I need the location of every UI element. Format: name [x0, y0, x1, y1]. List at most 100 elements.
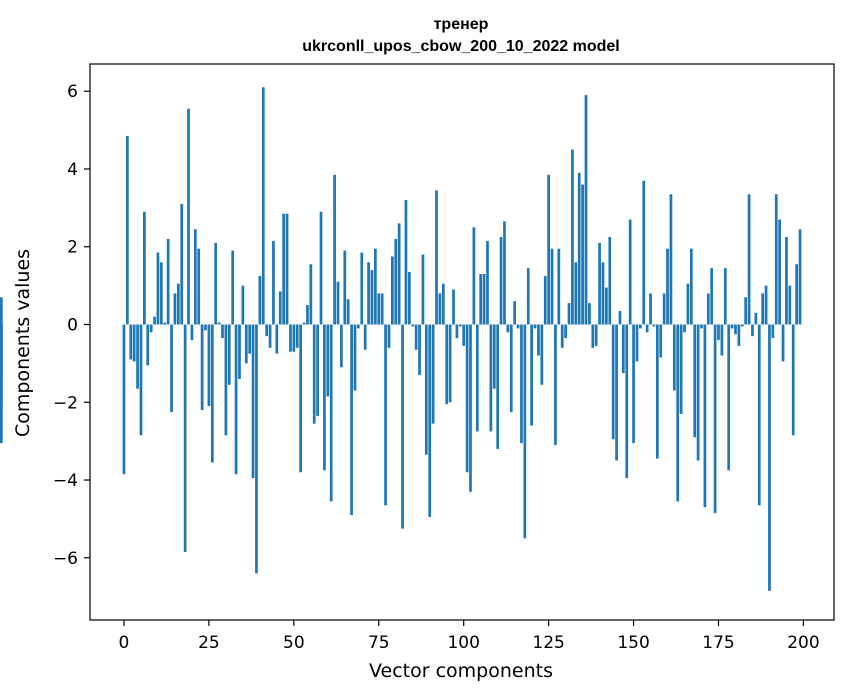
bar-component-66	[346, 299, 350, 325]
bar-component-51	[295, 324, 299, 348]
bar-component-59	[323, 324, 326, 471]
bar-component-29	[221, 324, 224, 339]
bar-component-50	[292, 324, 296, 352]
y-axis-ticks: −6 −4 −2 0 2 4 6	[53, 82, 90, 569]
bar-component-7	[146, 324, 150, 366]
bar-component-142	[605, 287, 608, 325]
bar-component-31	[227, 324, 231, 385]
bar-component-188	[761, 293, 765, 325]
bar-component-58	[319, 211, 323, 325]
bar-component-45	[275, 324, 279, 354]
bar-component-23	[200, 324, 204, 411]
bar-component-108	[489, 324, 493, 432]
bar-component-131	[567, 303, 571, 325]
bar-component-193	[778, 219, 781, 325]
y-tick-label: −2	[53, 393, 78, 413]
bar-component-136	[584, 95, 588, 325]
bar-component-124	[543, 275, 547, 325]
bar-component-115	[513, 301, 517, 325]
bar-component-101	[465, 324, 469, 473]
bar-component-117	[520, 324, 523, 444]
bar-component-113	[506, 324, 510, 333]
bar-component-197	[791, 324, 795, 436]
bar-component-107	[486, 240, 489, 325]
bar-component-166	[686, 283, 690, 325]
x-axis-label: Vector components	[369, 660, 553, 682]
x-tick-label: 25	[198, 633, 220, 653]
bar-component-109	[492, 324, 496, 389]
bar-component-33	[234, 324, 238, 475]
bar-component-16	[176, 283, 180, 325]
bar-component-46	[278, 291, 282, 325]
bar-component-25	[207, 324, 211, 407]
bar-component-37	[248, 324, 252, 354]
bar-component-27	[214, 242, 218, 325]
bar-component-49	[289, 324, 292, 352]
bar-component-121	[533, 324, 537, 329]
bar-component-39	[255, 324, 258, 574]
x-tick-label: 75	[368, 633, 390, 653]
bar-component-182	[740, 324, 744, 327]
bar-component-195	[785, 237, 788, 325]
bar-component-11	[159, 262, 163, 325]
bar-component-137	[588, 303, 591, 325]
x-tick-label: 0	[119, 633, 130, 653]
bar-component-150	[632, 324, 635, 444]
bar-component-89	[424, 324, 428, 455]
bar-component-57	[316, 324, 319, 416]
bar-component-177	[723, 268, 727, 325]
bar-component-79	[391, 256, 394, 325]
y-tick-label: 0	[67, 316, 78, 336]
bar-component-14	[170, 324, 173, 412]
bar-component-148	[625, 324, 629, 479]
bar-component-55	[309, 264, 313, 325]
bar-component-32	[231, 250, 235, 325]
bar-component-149	[628, 219, 632, 325]
x-tick-label: 125	[532, 633, 564, 653]
bar-component-144	[611, 324, 615, 440]
bar-component-123	[540, 324, 544, 385]
bar-component-21	[193, 229, 197, 325]
bar-component-67	[350, 324, 353, 516]
bar-component-103	[472, 227, 476, 325]
bar-component-41	[261, 87, 265, 325]
bar-component-6	[143, 211, 146, 325]
bar-component-10	[156, 252, 160, 325]
bar-component-62	[333, 174, 336, 325]
bar-component-169	[696, 324, 700, 461]
bar-component-187	[757, 324, 761, 506]
y-tick-label: −6	[53, 549, 78, 569]
bar-component-178	[727, 324, 731, 471]
bar-component-87	[418, 324, 421, 376]
bar-component-175	[717, 324, 720, 341]
bar-component-83	[404, 200, 408, 325]
bar-component-53	[302, 322, 306, 325]
bar-component-135	[581, 184, 584, 325]
bar-component-126	[550, 248, 554, 325]
x-tick-label: 200	[787, 633, 819, 653]
x-tick-label: 100	[447, 633, 479, 653]
bar-component-155	[649, 293, 652, 325]
bar-component-82	[401, 324, 404, 529]
bar-component-138	[591, 324, 595, 348]
bar-component-171	[703, 324, 707, 508]
bar-component-158	[659, 324, 663, 358]
bar-component-40	[258, 275, 262, 325]
bar-component-70	[360, 252, 364, 325]
bar-component-157	[655, 324, 659, 459]
y-axis-label: Components values	[12, 249, 34, 437]
bar-component-196	[788, 285, 792, 325]
bar-component-154	[645, 324, 649, 333]
bar-component-2	[129, 324, 133, 360]
bar-component-189	[764, 285, 768, 325]
bar-component-0	[122, 324, 126, 475]
y-tick-label: 4	[67, 160, 78, 180]
bar-component-183	[744, 297, 748, 325]
bar-component-68	[353, 324, 357, 391]
bar-component-63	[336, 281, 340, 325]
bar-component-86	[414, 324, 418, 350]
bar-component-106	[482, 273, 486, 325]
bar-component-167	[689, 248, 693, 325]
